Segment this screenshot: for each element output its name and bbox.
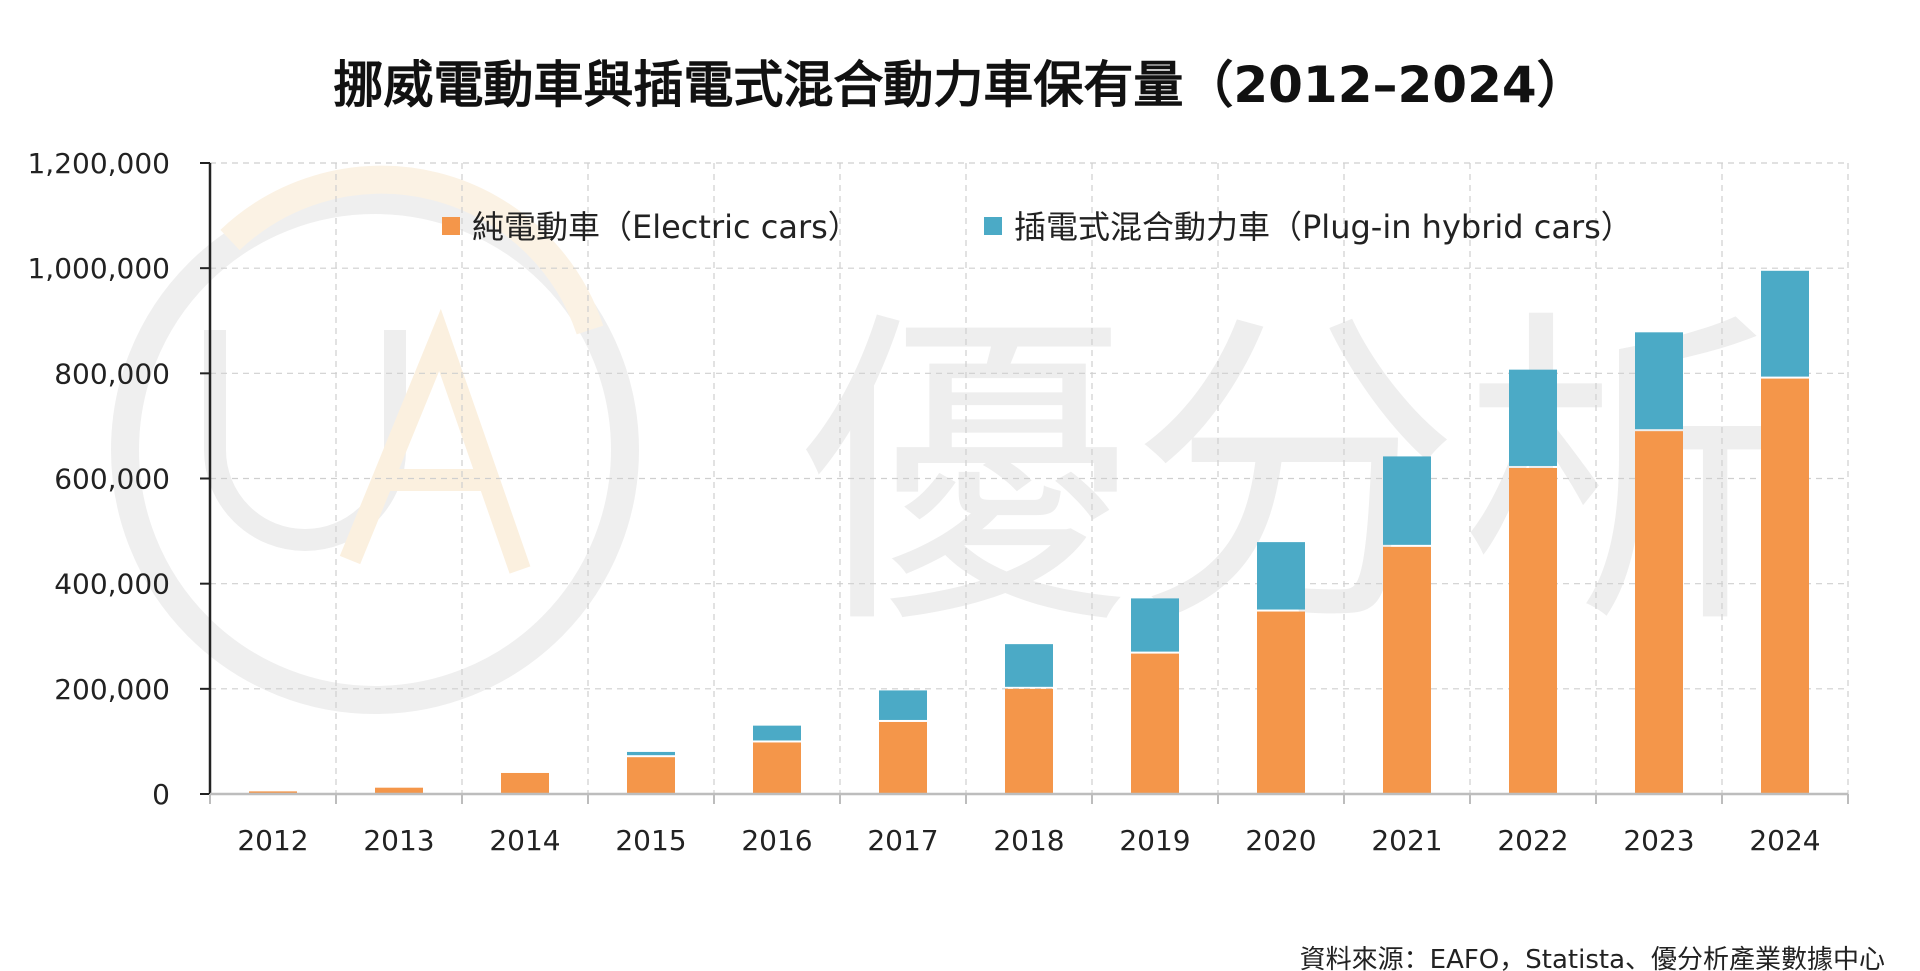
bar-electric-2016 (753, 742, 801, 794)
bar-plugin-hybrid-2024 (1761, 270, 1809, 377)
y-tick-label: 1,000,000 (27, 252, 170, 285)
x-tick-label: 2016 (741, 824, 812, 857)
x-tick-label: 2024 (1749, 824, 1820, 857)
x-tick-label: 2013 (363, 824, 434, 857)
x-tick-label: 2018 (993, 824, 1064, 857)
x-tick-labels: 2012 2013 2014 2015 2016 2017 2018 2019 2020 2021… (237, 824, 1820, 857)
bar-electric-2012 (249, 791, 297, 794)
y-tick-label: 1,200,000 (27, 147, 170, 180)
x-tick-label: 2021 (1371, 824, 1442, 857)
x-tick-label: 2014 (489, 824, 560, 857)
bar-plugin-hybrid-2016 (753, 725, 801, 741)
bar-plugin-hybrid-2018 (1005, 644, 1053, 687)
x-tick-label: 2017 (867, 824, 938, 857)
y-tick-labels: 0 200,000 400,000 600,000 800,000 1,000,000 1,… (27, 147, 170, 811)
bar-plugin-hybrid-2022 (1509, 369, 1557, 466)
y-tick-label: 800,000 (54, 357, 170, 390)
y-tick-label: 600,000 (54, 463, 170, 496)
x-tick-label: 2012 (237, 824, 308, 857)
legend: 純電動車（Electric cars） 插電式混合動力車（Plug-in hyb… (442, 208, 1633, 246)
bar-plugin-hybrid-2023 (1635, 332, 1683, 430)
watermark: 優分析 (111, 165, 1790, 714)
bar-electric-2022 (1509, 467, 1557, 794)
bar-electric-2019 (1131, 653, 1179, 794)
bar-plugin-hybrid-2017 (879, 690, 927, 720)
y-tick-label: 0 (152, 778, 170, 811)
bar-electric-2013 (375, 787, 423, 794)
bar-electric-2021 (1383, 546, 1431, 794)
y-tick-label: 200,000 (54, 673, 170, 706)
bar-electric-2023 (1635, 431, 1683, 794)
bar-electric-2018 (1005, 688, 1053, 794)
legend-swatch-plugin-hybrid (984, 217, 1002, 235)
source-note: 資料來源：EAFO，Statista、優分析產業數據中心 (1300, 945, 1885, 971)
legend-label-electric: 純電動車（Electric cars） (472, 208, 860, 246)
bar-plugin-hybrid-2015 (627, 751, 675, 756)
bar-electric-2017 (879, 721, 927, 794)
axes (200, 162, 1849, 804)
bar-plugin-hybrid-2020 (1257, 542, 1305, 610)
bar-electric-2024 (1761, 378, 1809, 794)
bar-plugin-hybrid-2019 (1131, 598, 1179, 652)
x-tick-label: 2015 (615, 824, 686, 857)
bar-plugin-hybrid-2021 (1383, 456, 1431, 545)
legend-swatch-electric (442, 217, 460, 235)
bar-electric-2020 (1257, 611, 1305, 794)
x-tick-label: 2019 (1119, 824, 1190, 857)
x-tick-label: 2023 (1623, 824, 1694, 857)
x-tick-label: 2022 (1497, 824, 1568, 857)
y-tick-label: 400,000 (54, 568, 170, 601)
bar-electric-2014 (501, 772, 549, 794)
watermark-logo-circle (111, 186, 639, 714)
legend-label-plugin-hybrid: 插電式混合動力車（Plug-in hybrid cars） (1014, 208, 1633, 246)
watermark-logo-arc (220, 165, 604, 335)
watermark-logo-a (339, 308, 531, 574)
bar-electric-2015 (627, 757, 675, 794)
bars (249, 270, 1809, 794)
x-tick-label: 2020 (1245, 824, 1316, 857)
chart-title: 挪威電動車與插電式混合動力車保有量（2012–2024） (333, 56, 1586, 114)
